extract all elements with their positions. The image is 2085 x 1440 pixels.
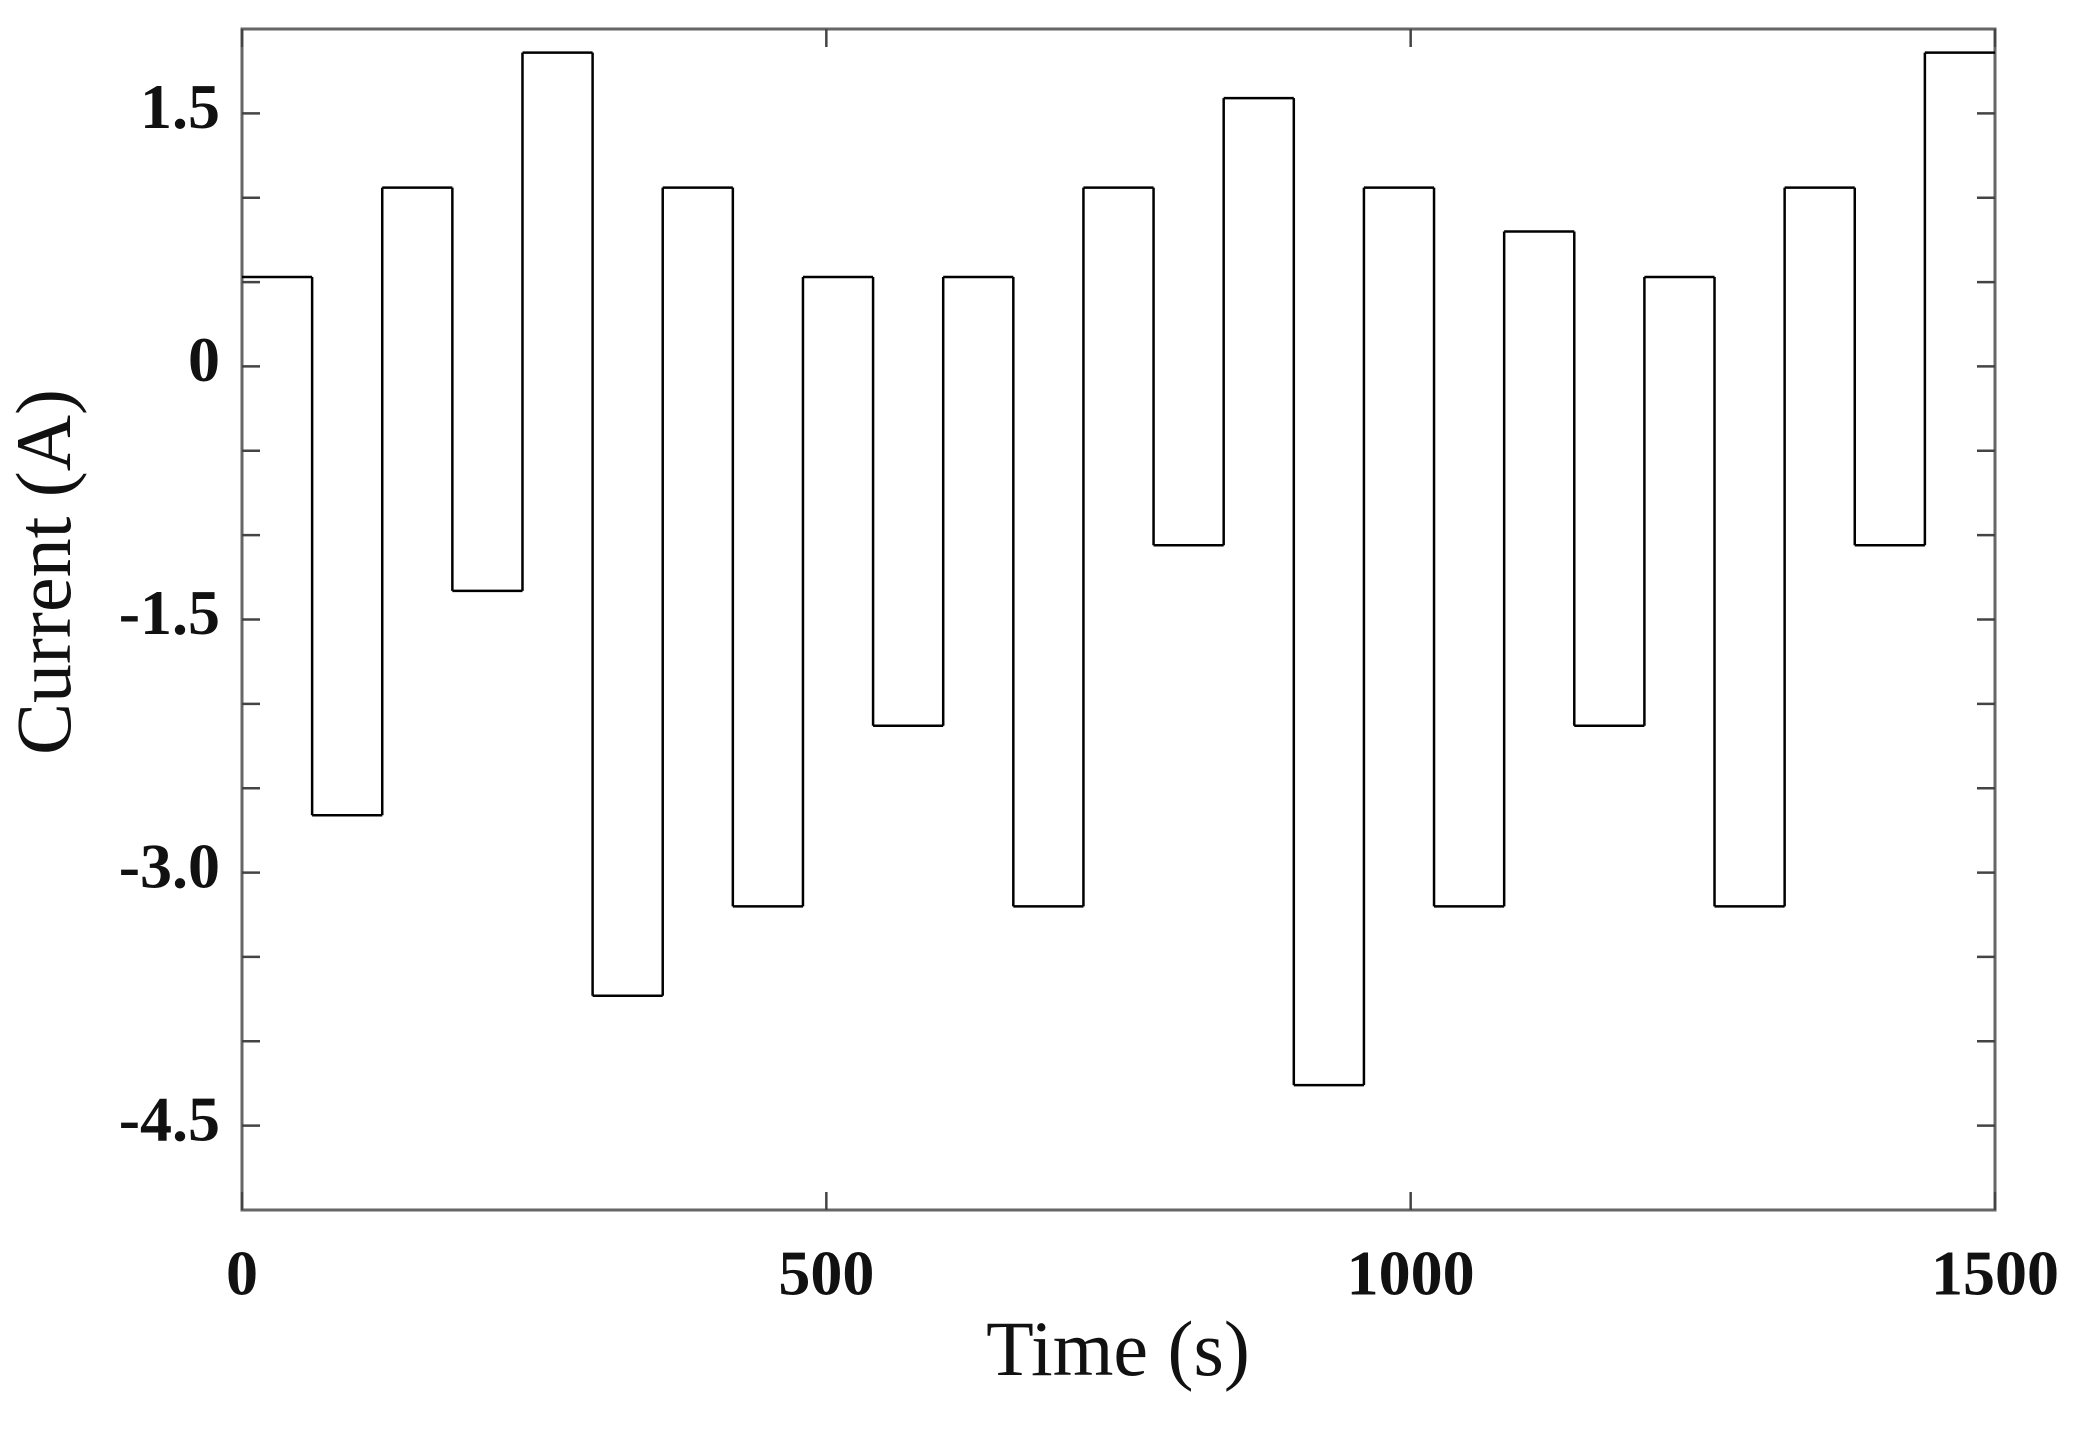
y-tick-label: 1.5: [140, 71, 220, 142]
y-tick-label: -4.5: [119, 1083, 220, 1154]
x-tick-label: 500: [778, 1238, 874, 1309]
x-tick-label: 0: [226, 1238, 258, 1309]
x-tick-label: 1500: [1931, 1238, 2059, 1309]
y-axis-title: Current (A): [0, 389, 87, 755]
x-axis-title: Time (s): [986, 1305, 1250, 1392]
y-tick-label: 0: [188, 324, 220, 395]
plot-frame: [240, 27, 1997, 1212]
x-tick-label: 1000: [1347, 1238, 1475, 1309]
y-tick-label: -1.5: [119, 577, 220, 648]
y-tick-label: -3.0: [119, 830, 220, 901]
